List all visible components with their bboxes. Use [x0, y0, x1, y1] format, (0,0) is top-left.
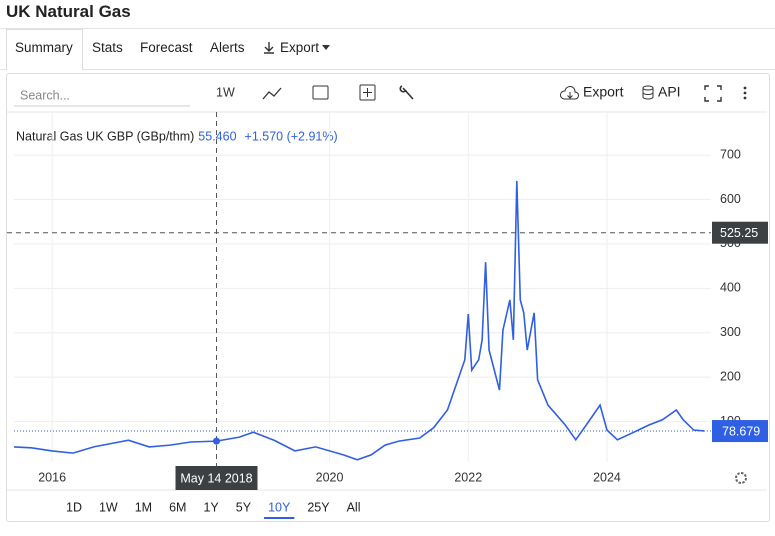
- chart-type-icon[interactable]: [262, 87, 282, 100]
- range-button[interactable]: 1Y: [203, 500, 219, 514]
- plot: 100200300400500600700201620202022202478.…: [7, 112, 768, 490]
- range-button[interactable]: 10Y: [268, 500, 291, 514]
- crosshair-point: [213, 437, 221, 445]
- range-button[interactable]: 5Y: [236, 500, 252, 514]
- tab[interactable]: Alerts: [210, 40, 245, 55]
- range-button[interactable]: All: [347, 500, 361, 514]
- crosshair-y-tag: [712, 221, 768, 244]
- y-tick-label: 300: [720, 325, 741, 339]
- add-icon[interactable]: [359, 84, 376, 101]
- legend-change: +1.570 (+2.91%): [245, 129, 338, 143]
- crosshair-x-label: May 14 2018: [180, 471, 252, 485]
- x-tick-label: 2016: [38, 470, 66, 484]
- y-tick-label: 700: [720, 147, 741, 161]
- y-tick-label: 600: [720, 192, 741, 206]
- page-title: UK Natural Gas: [6, 2, 131, 21]
- export-button[interactable]: Export: [583, 84, 624, 100]
- menu-dot[interactable]: [743, 86, 747, 90]
- api-icon-body: [642, 88, 654, 100]
- price-line: [13, 180, 705, 461]
- tab[interactable]: Forecast: [140, 40, 193, 55]
- tab[interactable]: Summary: [15, 40, 73, 55]
- tab-selected-box: [6, 29, 83, 71]
- range-button[interactable]: 1M: [135, 500, 152, 514]
- download-icon: [264, 42, 274, 54]
- x-tick-label: 2022: [454, 470, 482, 484]
- add-icon-plus: [363, 88, 372, 97]
- x-tick-label: 2024: [593, 470, 621, 484]
- range-button[interactable]: 25Y: [307, 500, 330, 514]
- y-tick-label: 200: [720, 369, 741, 383]
- y-tick-label: 400: [720, 281, 741, 295]
- legend-price: 55.460: [198, 129, 236, 143]
- range-button[interactable]: 1W: [99, 500, 118, 514]
- gear-icon[interactable]: [735, 472, 747, 484]
- tab[interactable]: Stats: [92, 40, 123, 55]
- legend-name: Natural Gas UK GBP (GBp/thm): [16, 129, 194, 143]
- api-icon: [642, 85, 654, 91]
- tab-bar: Summary Stats Forecast Alerts Export: [0, 28, 775, 71]
- chart-panel: [6, 73, 770, 522]
- caret: [322, 45, 330, 50]
- crosshair-y-label: 525.25: [720, 226, 758, 240]
- x-tick-label: 2020: [316, 470, 344, 484]
- menu-dot: [743, 91, 747, 95]
- fullscreen-icon[interactable]: [704, 85, 722, 102]
- menu-dot: [743, 96, 747, 100]
- search-input[interactable]: Search...: [20, 88, 70, 102]
- settings-wrench-icon[interactable]: [399, 85, 414, 100]
- last-price-label: 78.679: [722, 424, 760, 438]
- tab[interactable]: Export: [280, 40, 320, 55]
- cloud-export-icon: [560, 85, 579, 100]
- api-button[interactable]: API: [658, 84, 681, 100]
- range-button[interactable]: 1D: [66, 500, 82, 514]
- calendar-icon[interactable]: [312, 85, 329, 100]
- crosshair-x-tag: [175, 466, 258, 490]
- last-price-tag: [712, 420, 768, 443]
- interval-button[interactable]: 1W: [216, 85, 235, 99]
- range-button[interactable]: 6M: [169, 500, 186, 514]
